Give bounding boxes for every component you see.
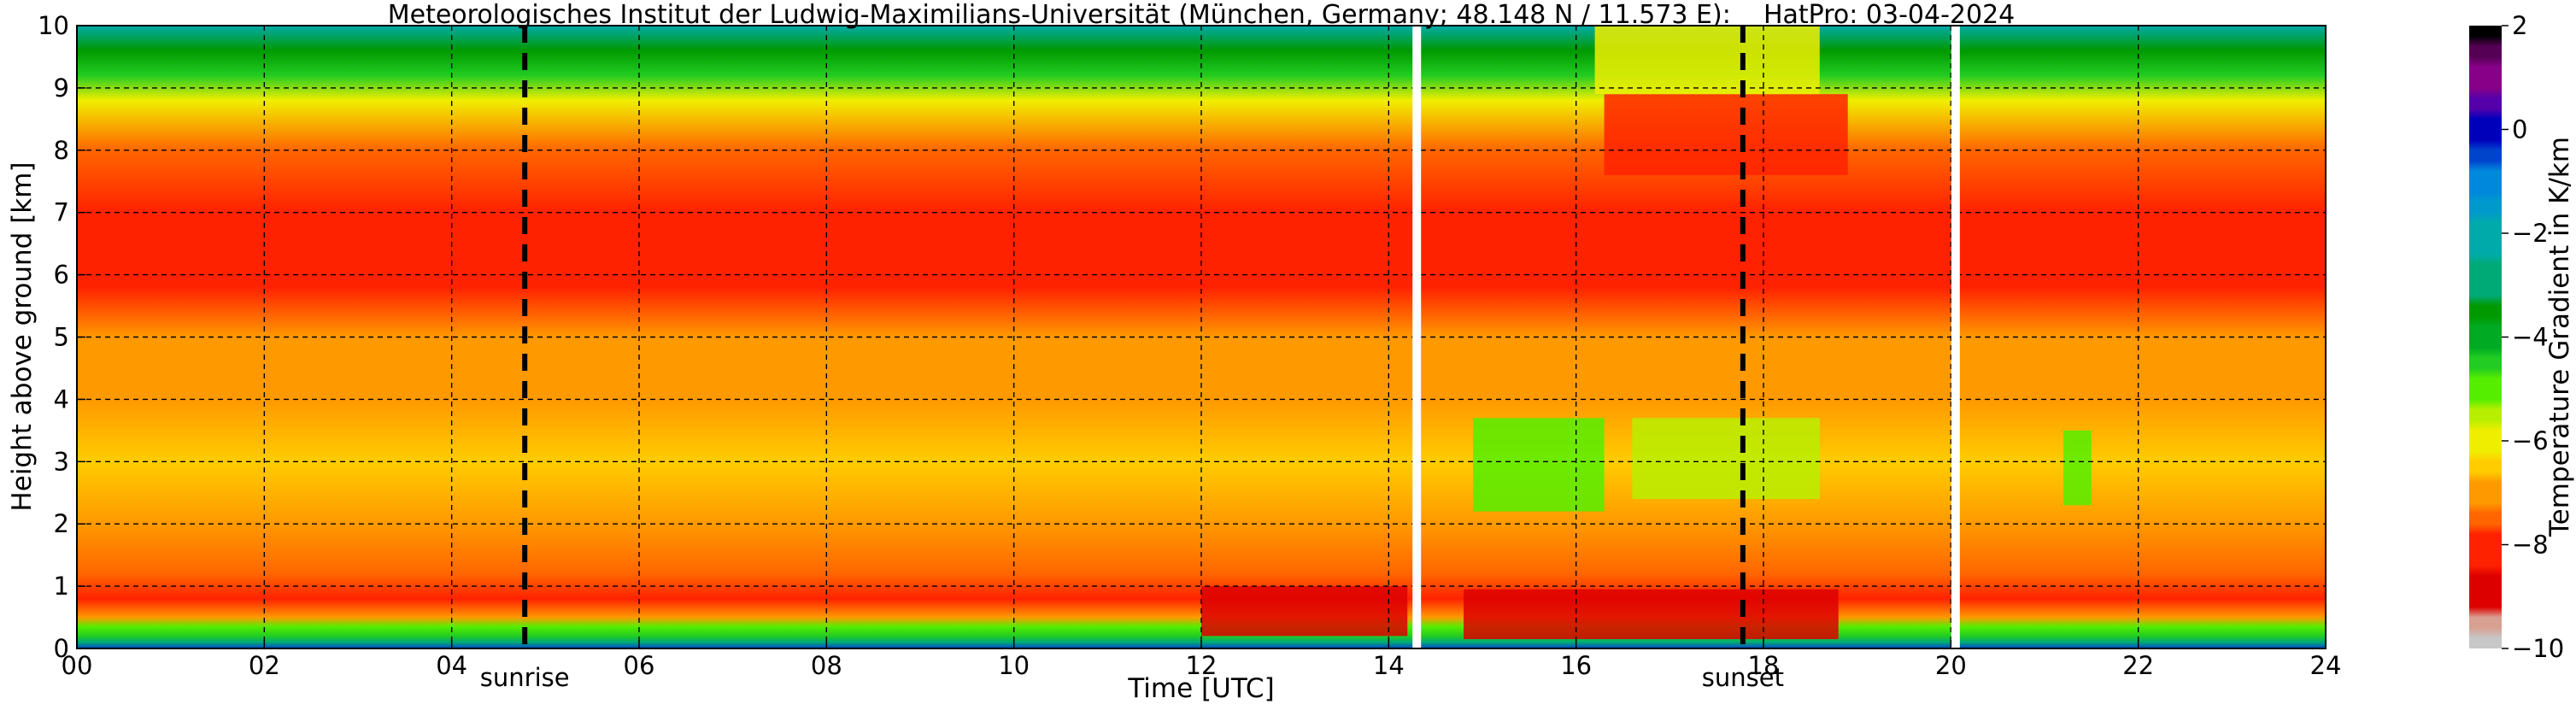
- y-tick-label: 3: [54, 447, 69, 476]
- cell-green-evening: [2063, 430, 2092, 506]
- x-tick-label: 04: [436, 651, 467, 680]
- colorbar-tick-label: −8: [2512, 531, 2549, 560]
- cell-yellow-upper: [1594, 26, 1820, 95]
- cell-red-lowlevel: [1464, 589, 1839, 640]
- event-markers: sunrise sunset: [480, 26, 1784, 692]
- x-tick-label: 12: [1186, 651, 1218, 680]
- x-tick-label: 16: [1560, 651, 1592, 680]
- cell-red-morning: [1201, 586, 1408, 637]
- cell-red-upper: [1604, 94, 1848, 175]
- colorbar-tick-label: 0: [2512, 115, 2527, 144]
- data-gaps: [1412, 26, 1960, 648]
- x-tick-label: 22: [2122, 651, 2154, 680]
- y-tick-label: 1: [54, 572, 69, 601]
- x-tick-label: 02: [249, 651, 280, 680]
- marker-label-sunrise: sunrise: [480, 663, 570, 692]
- x-tick-label: 14: [1373, 651, 1405, 680]
- data-gap: [1412, 26, 1422, 648]
- colorbar: −10 −8 −6 −4 −2 0 2 Temperature Gradient in K/…: [2469, 11, 2575, 663]
- x-tick-label: 20: [1935, 651, 1967, 680]
- x-tick-label: 06: [624, 651, 655, 680]
- x-tick-label: 00: [62, 651, 93, 680]
- y-tick-label: 0: [54, 634, 69, 663]
- y-tick-label: 10: [38, 11, 69, 40]
- x-axis-title: Time [UTC]: [1127, 673, 1274, 704]
- y-tick-label: 8: [54, 136, 69, 165]
- cell-green-midlevel-2: [1632, 418, 1820, 500]
- x-tick-label: 10: [998, 651, 1030, 680]
- y-tick-label: 5: [54, 323, 69, 352]
- cell-green-midlevel: [1473, 418, 1605, 512]
- x-tick-label: 24: [2310, 651, 2342, 680]
- data-gap: [1951, 26, 1960, 648]
- y-axis-title: Height above ground [km]: [7, 161, 38, 511]
- y-tick-label: 2: [54, 509, 69, 538]
- y-tick-label: 6: [54, 261, 69, 290]
- colorbar-title: Temperature Gradient in K/km: [2544, 137, 2575, 537]
- x-tick-label: 18: [1748, 651, 1780, 680]
- y-tick-label: 4: [54, 384, 69, 414]
- colorbar-tick-label: −6: [2512, 426, 2549, 455]
- colorbar-ticks: −10 −8 −6 −4 −2 0 2: [2502, 11, 2564, 663]
- marker-label-sunset: sunset: [1702, 663, 1784, 692]
- x-axis: 00 02 04 06 08 10 12 14 16 18 20 22 24: [62, 640, 2342, 680]
- colorbar-scale: [2469, 26, 2502, 648]
- y-tick-label: 9: [54, 73, 69, 103]
- y-axis: 0 1 2 3 4 5 6 7 8 9 10: [38, 11, 85, 663]
- colorbar-tick-label: −2: [2512, 219, 2549, 248]
- x-tick-label: 08: [811, 651, 842, 680]
- colorbar-tick-label: −4: [2512, 323, 2549, 352]
- grid-lines: [77, 26, 2326, 648]
- y-tick-label: 7: [54, 198, 69, 227]
- colorbar-tick-label: −10: [2512, 634, 2564, 663]
- colorbar-tick-label: 2: [2512, 11, 2527, 40]
- chart-title: Meteorologisches Institut der Ludwig-Max…: [388, 0, 2016, 30]
- heatmap-overlays: [1201, 26, 2092, 640]
